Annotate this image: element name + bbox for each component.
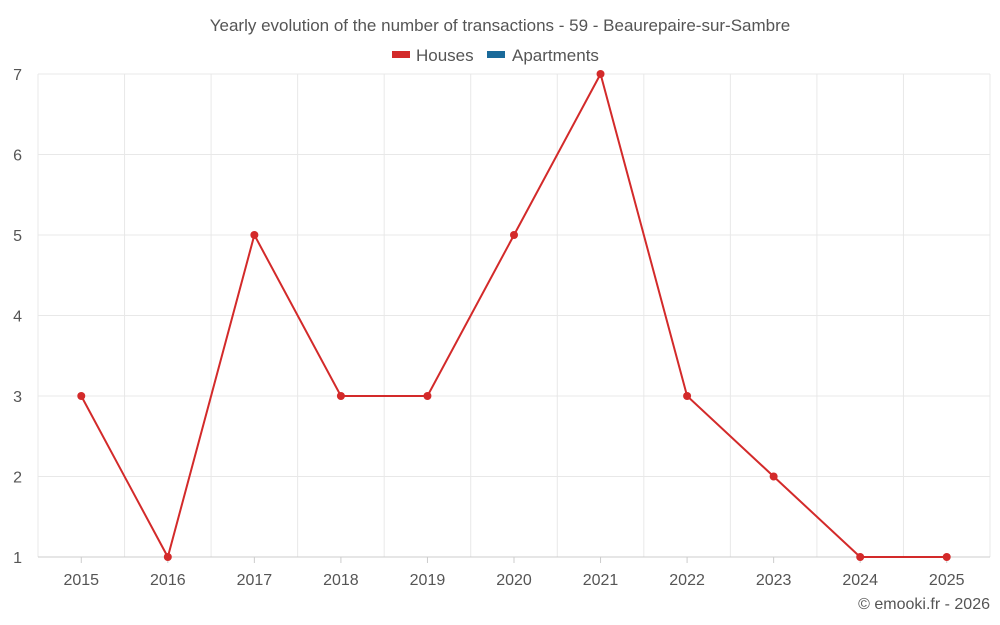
x-tick-label: 2021: [583, 572, 619, 589]
data-point-houses[interactable]: [336, 392, 345, 400]
y-tick-label: 7: [13, 67, 22, 84]
y-tick-label: 6: [13, 148, 22, 165]
y-tick-label: 2: [13, 470, 22, 487]
data-point-houses[interactable]: [77, 392, 86, 400]
x-tick-label: 2019: [410, 572, 446, 589]
axes: 1 2 3 4 5 6 7 2015 2016 2017 2018 2019 2020 2021 2022 2…: [13, 67, 990, 589]
x-tick-label: 2022: [669, 572, 705, 589]
y-tick-label: 3: [13, 389, 22, 406]
x-tick-label: 2015: [63, 572, 99, 589]
data-point-houses[interactable]: [423, 392, 432, 400]
x-tick-label: 2017: [237, 572, 273, 589]
y-tick-label: 1: [13, 550, 22, 567]
grid: [37, 73, 991, 557]
legend-item-apartments[interactable]: Apartments: [487, 46, 599, 65]
x-tick-label: 2023: [756, 572, 792, 589]
x-tick-label: 2016: [150, 572, 186, 589]
y-tick-label: 4: [13, 309, 22, 326]
credit-text: © emooki.fr - 2026: [858, 596, 990, 613]
data-point-houses[interactable]: [769, 472, 778, 481]
series: [77, 70, 951, 561]
data-point-houses[interactable]: [250, 231, 259, 239]
chart-title: Yearly evolution of the number of transa…: [210, 16, 791, 35]
data-point-houses[interactable]: [163, 553, 172, 561]
data-point-houses[interactable]: [683, 392, 692, 400]
legend-swatch-apartments: [487, 51, 505, 58]
legend-swatch-houses: [392, 51, 410, 58]
legend-label-houses: Houses: [416, 46, 474, 65]
legend-label-apartments: Apartments: [512, 46, 599, 65]
data-point-houses[interactable]: [942, 553, 951, 561]
x-tick-label: 2018: [323, 572, 359, 589]
data-point-houses[interactable]: [510, 231, 518, 239]
x-tick-label: 2020: [496, 572, 532, 589]
x-tick-label: 2025: [929, 572, 965, 589]
data-point-houses[interactable]: [596, 70, 605, 78]
y-tick-label: 5: [13, 228, 22, 245]
legend: Houses Apartments: [392, 46, 599, 65]
x-tick-label: 2024: [842, 572, 878, 589]
legend-item-houses[interactable]: Houses: [392, 46, 474, 65]
data-point-houses[interactable]: [856, 553, 865, 561]
